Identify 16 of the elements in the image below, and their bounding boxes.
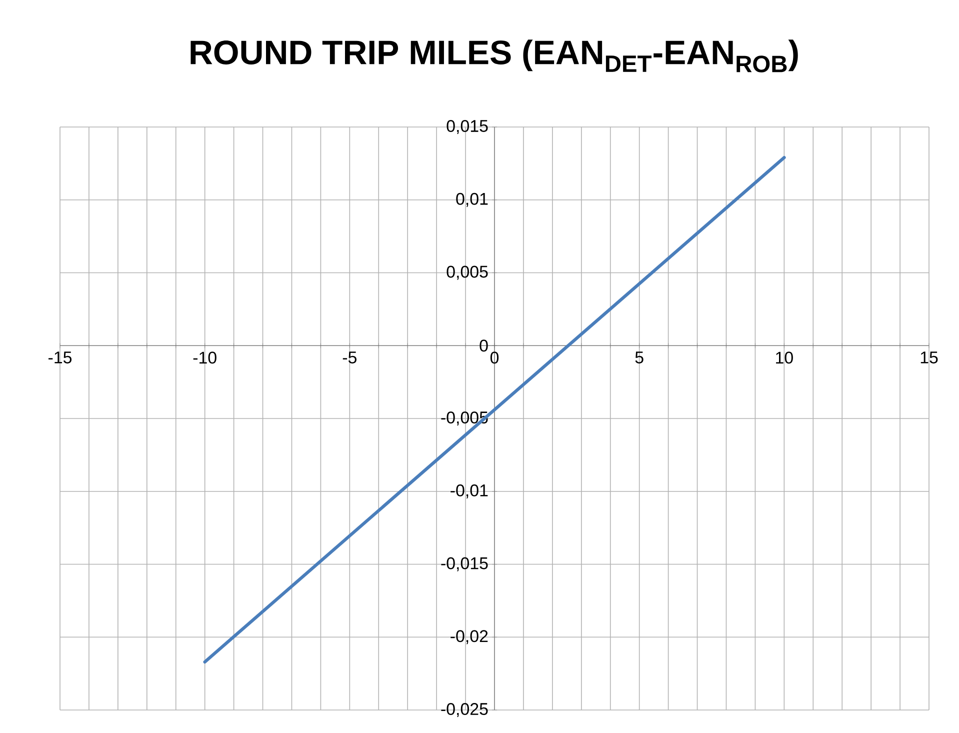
x-tick-label: -5 <box>342 352 356 364</box>
x-tick-label: -15 <box>48 352 72 364</box>
x-tick-label: 0 <box>490 352 499 364</box>
y-tick-label: 0,005 <box>446 266 488 280</box>
chart-title: ROUND TRIP MILES (EAN$_{DET}$-EAN$_{ROB}$) <box>190 40 798 72</box>
y-tick-label: -0,025 <box>441 703 488 717</box>
y-tick-label: 0,015 <box>446 120 488 134</box>
y-tick-label: 0 <box>480 340 488 352</box>
x-tick-label: 10 <box>776 352 793 364</box>
y-tick-label: 0,01 <box>456 192 488 207</box>
y-tick-label: -0,01 <box>450 484 488 498</box>
y-tick-label: -0,015 <box>441 557 488 572</box>
x-tick-label: 15 <box>920 352 938 364</box>
y-tick-label: -0,02 <box>450 630 488 644</box>
x-tick-label: -10 <box>193 352 216 364</box>
x-tick-label: 5 <box>635 352 644 364</box>
